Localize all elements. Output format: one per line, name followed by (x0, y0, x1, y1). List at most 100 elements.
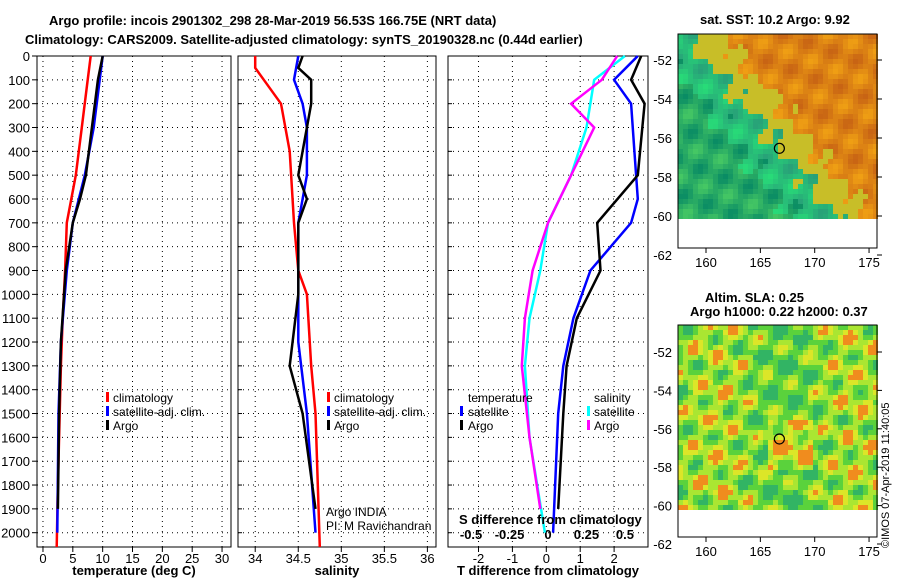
map-cell (798, 345, 803, 350)
map-cell (808, 365, 813, 370)
map-cell (783, 410, 788, 415)
map-cell (793, 89, 798, 94)
map-cell (873, 99, 878, 104)
map-cell (833, 39, 838, 44)
map-cell (678, 159, 683, 164)
map-cell (763, 99, 768, 104)
map-cell (698, 114, 703, 119)
map-cell (738, 54, 743, 59)
map-cell (798, 194, 803, 199)
map-cell (748, 204, 753, 209)
map-cell (823, 435, 828, 440)
map-cell (683, 189, 688, 194)
map-cell (848, 139, 853, 144)
map-cell (848, 435, 853, 440)
map-cell (683, 395, 688, 400)
map-cell (753, 214, 758, 219)
map-cell (853, 425, 858, 430)
map-cell (708, 450, 713, 455)
map-cell (768, 179, 773, 184)
map-cell (833, 214, 838, 219)
map-cell (678, 490, 683, 495)
map-cell (683, 149, 688, 154)
map-cell (838, 149, 843, 154)
map-cell (773, 500, 778, 505)
map-cell (738, 199, 743, 204)
map-cell (863, 154, 868, 159)
map-cell (848, 39, 853, 44)
map-cell (693, 450, 698, 455)
map-cell (823, 164, 828, 169)
y-tick-label: 100 (8, 73, 30, 88)
map-cell (828, 365, 833, 370)
map-cell (688, 44, 693, 49)
map-cell (743, 400, 748, 405)
map-cell (833, 390, 838, 395)
map-cell (708, 139, 713, 144)
map-cell (773, 104, 778, 109)
map-cell (738, 104, 743, 109)
map-cell (703, 214, 708, 219)
map-cell (758, 475, 763, 480)
map-cell (778, 415, 783, 420)
map-cell (688, 335, 693, 340)
map-cell (703, 385, 708, 390)
map-cell (778, 485, 783, 490)
map-cell (768, 69, 773, 74)
map-cell (778, 350, 783, 355)
map-cell (703, 445, 708, 450)
map-cell (828, 39, 833, 44)
map-cell (823, 430, 828, 435)
map-cell (818, 470, 823, 475)
map-cell (833, 465, 838, 470)
map-cell (813, 380, 818, 385)
map-cell (863, 380, 868, 385)
map-cell (828, 385, 833, 390)
map-cell (788, 69, 793, 74)
map-cell (773, 325, 778, 330)
map-cell (713, 355, 718, 360)
map-cell (718, 39, 723, 44)
map-cell (838, 470, 843, 475)
map-cell (773, 94, 778, 99)
map-cell (688, 59, 693, 64)
map-cell (698, 64, 703, 69)
map-cell (798, 124, 803, 129)
map-cell (783, 445, 788, 450)
map-cell (793, 84, 798, 89)
map-cell (718, 355, 723, 360)
map-cell (723, 79, 728, 84)
map-cell (688, 179, 693, 184)
map-cell (743, 74, 748, 79)
lon-tick-label: 165 (749, 255, 771, 270)
map-cell (858, 194, 863, 199)
map-cell (773, 455, 778, 460)
map-cell (833, 445, 838, 450)
map-cell (848, 400, 853, 405)
map-cell (748, 79, 753, 84)
map-cell (793, 480, 798, 485)
map-cell (808, 174, 813, 179)
map-cell (813, 365, 818, 370)
map-cell (743, 395, 748, 400)
map-cell (763, 144, 768, 149)
map-cell (798, 94, 803, 99)
x-tick-label: 30 (215, 551, 229, 566)
map-cell (798, 34, 803, 39)
map-cell (858, 159, 863, 164)
map-cell (713, 350, 718, 355)
map-cell (773, 405, 778, 410)
map-cell (748, 64, 753, 69)
map-cell (853, 335, 858, 340)
map-cell (718, 149, 723, 154)
map-cell (688, 395, 693, 400)
map-cell (828, 485, 833, 490)
map-cell (763, 490, 768, 495)
map-cell (848, 430, 853, 435)
map-cell (758, 89, 763, 94)
map-cell (778, 420, 783, 425)
map-cell (748, 485, 753, 490)
map-cell (788, 124, 793, 129)
map-cell (738, 179, 743, 184)
map-cell (778, 340, 783, 345)
